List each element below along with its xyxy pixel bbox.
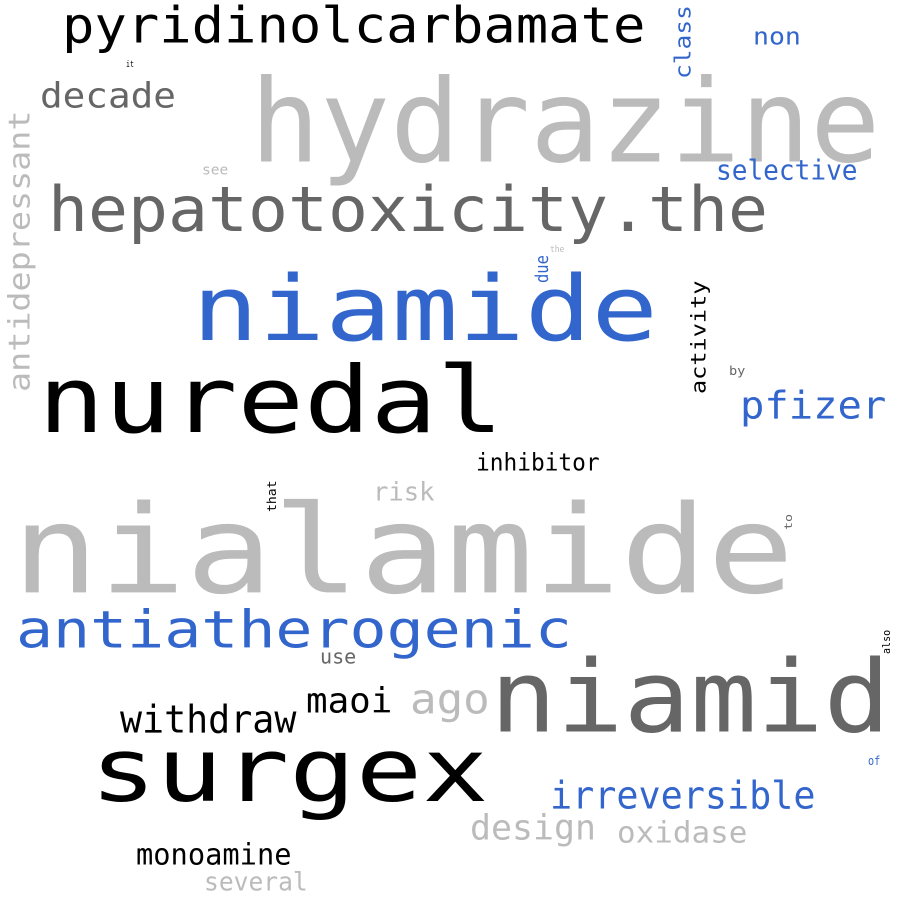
word-nialamide: nialamide [12,480,795,622]
word-selective: selective [716,154,858,188]
word-antiatherogenic: antiatherogenic [16,600,572,661]
word-pfizer: pfizer [740,384,887,429]
word-monoamine: monoamine [136,836,292,873]
word-irreversible: irreversible [550,774,816,819]
word-maoi: maoi [306,681,393,722]
word-surgex: surgex [90,720,489,823]
word-the: the [550,243,565,255]
word-inhibitor: inhibitor [476,449,600,478]
word-due: due [531,255,552,283]
word-hydrazine: hydrazine [250,55,881,189]
word-risk: risk [373,476,435,508]
word-nuredal: nuredal [38,346,504,454]
word-activity: activity [687,280,712,394]
word-non: non [753,23,801,52]
word-see: see [202,162,229,179]
word-also: also [880,629,894,654]
word-oxidase: oxidase [617,814,748,851]
word-antidepressant: antidepressant [1,110,38,392]
word-design: design [470,808,596,849]
word-pyridinolcarbamate: pyridinolcarbamate [62,0,646,55]
word-class: class [669,5,697,80]
word-use: use [320,645,357,670]
word-it: it [126,58,134,70]
word-niamide: niamide [192,256,658,362]
word-decade: decade [40,76,176,117]
word-that: that [264,480,280,513]
word-hepatotoxicity: hepatotoxicity.the [48,174,769,247]
word-to: to [782,513,796,530]
word-withdraw: withdraw [120,698,297,743]
word-several: several [204,866,308,898]
word-ago: ago [410,675,490,725]
word-by: by [729,363,746,379]
word-niamid: niamid [490,639,891,756]
word-of: of [868,753,881,769]
